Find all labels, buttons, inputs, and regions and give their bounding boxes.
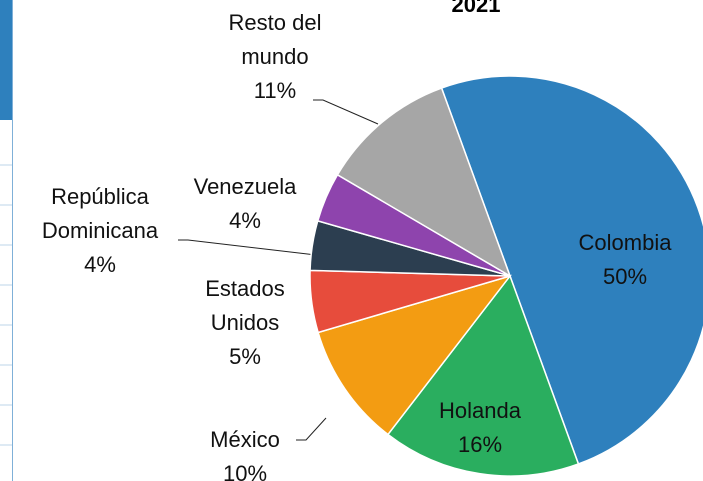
side-bar xyxy=(0,0,12,120)
slice-name: Holanda xyxy=(439,398,521,423)
slice-label: Resto del mundo 11% xyxy=(200,6,350,108)
slice-name: Estados Unidos xyxy=(205,276,285,335)
pie-slice xyxy=(386,274,580,477)
slice-name: República Dominicana xyxy=(41,184,159,243)
slice-value: 11% xyxy=(253,78,297,103)
slice-name: México xyxy=(210,427,280,452)
slice-label: República Dominicana 4% xyxy=(20,180,180,282)
pie-slice xyxy=(336,87,512,278)
slice-value: 50% xyxy=(602,264,648,289)
slice-value: 4% xyxy=(229,208,261,233)
leader-lines xyxy=(178,99,379,441)
slice-label: Colombia 50% xyxy=(555,226,695,294)
slice-value: 10% xyxy=(222,461,268,481)
slice-name: Venezuela xyxy=(193,174,297,199)
slice-value: 4% xyxy=(84,252,116,277)
chart-title: 2021 xyxy=(452,0,501,17)
slice-value: 16% xyxy=(457,432,503,457)
slice-value: 5% xyxy=(229,344,261,369)
slice-label: Estados Unidos 5% xyxy=(185,272,305,374)
slice-name: Colombia xyxy=(578,230,672,255)
side-rules xyxy=(0,164,12,446)
slice-label: Venezuela 4% xyxy=(175,170,315,238)
pie-slice xyxy=(440,75,703,465)
slice-label: México 10% xyxy=(185,423,305,481)
slice-label: Holanda 16% xyxy=(415,394,545,462)
slice-name: Resto del mundo xyxy=(228,10,322,69)
pie-slice xyxy=(317,274,513,436)
